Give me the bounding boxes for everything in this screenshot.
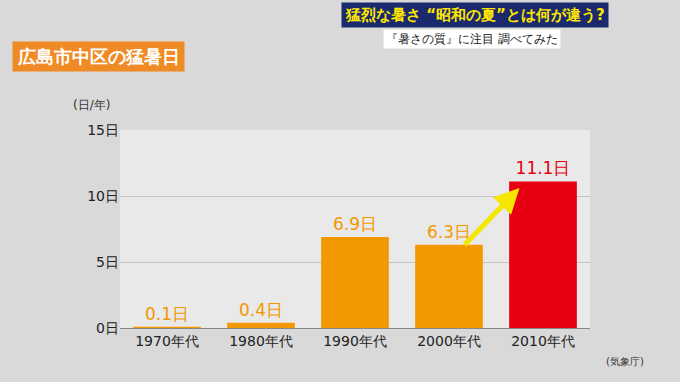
svg-text:1980年代: 1980年代 — [229, 333, 293, 349]
svg-text:『暑さの質』に注目 調べてみた: 『暑さの質』に注目 調べてみた — [386, 32, 558, 46]
svg-text:2010年代: 2010年代 — [511, 333, 575, 349]
svg-text:0日: 0日 — [96, 320, 119, 336]
svg-text:1970年代: 1970年代 — [135, 333, 199, 349]
svg-text:1990年代: 1990年代 — [323, 333, 387, 349]
svg-text:広島市中区の猛暑日: 広島市中区の猛暑日 — [17, 46, 180, 67]
svg-text:2000年代: 2000年代 — [417, 333, 481, 349]
svg-text:0.1日: 0.1日 — [145, 304, 189, 324]
svg-text:0.4日: 0.4日 — [239, 300, 283, 320]
svg-text:猛烈な暑さ “昭和の夏”とは何が違う?: 猛烈な暑さ “昭和の夏”とは何が違う? — [345, 6, 605, 24]
svg-text:5日: 5日 — [96, 254, 119, 270]
svg-text:6.9日: 6.9日 — [333, 214, 377, 234]
svg-text:11.1日: 11.1日 — [516, 158, 571, 178]
svg-text:(気象庁): (気象庁) — [606, 356, 644, 367]
svg-text:(日/年): (日/年) — [73, 98, 110, 112]
svg-text:6.3日: 6.3日 — [427, 222, 471, 242]
svg-text:10日: 10日 — [87, 188, 119, 204]
svg-text:15日: 15日 — [87, 122, 119, 138]
